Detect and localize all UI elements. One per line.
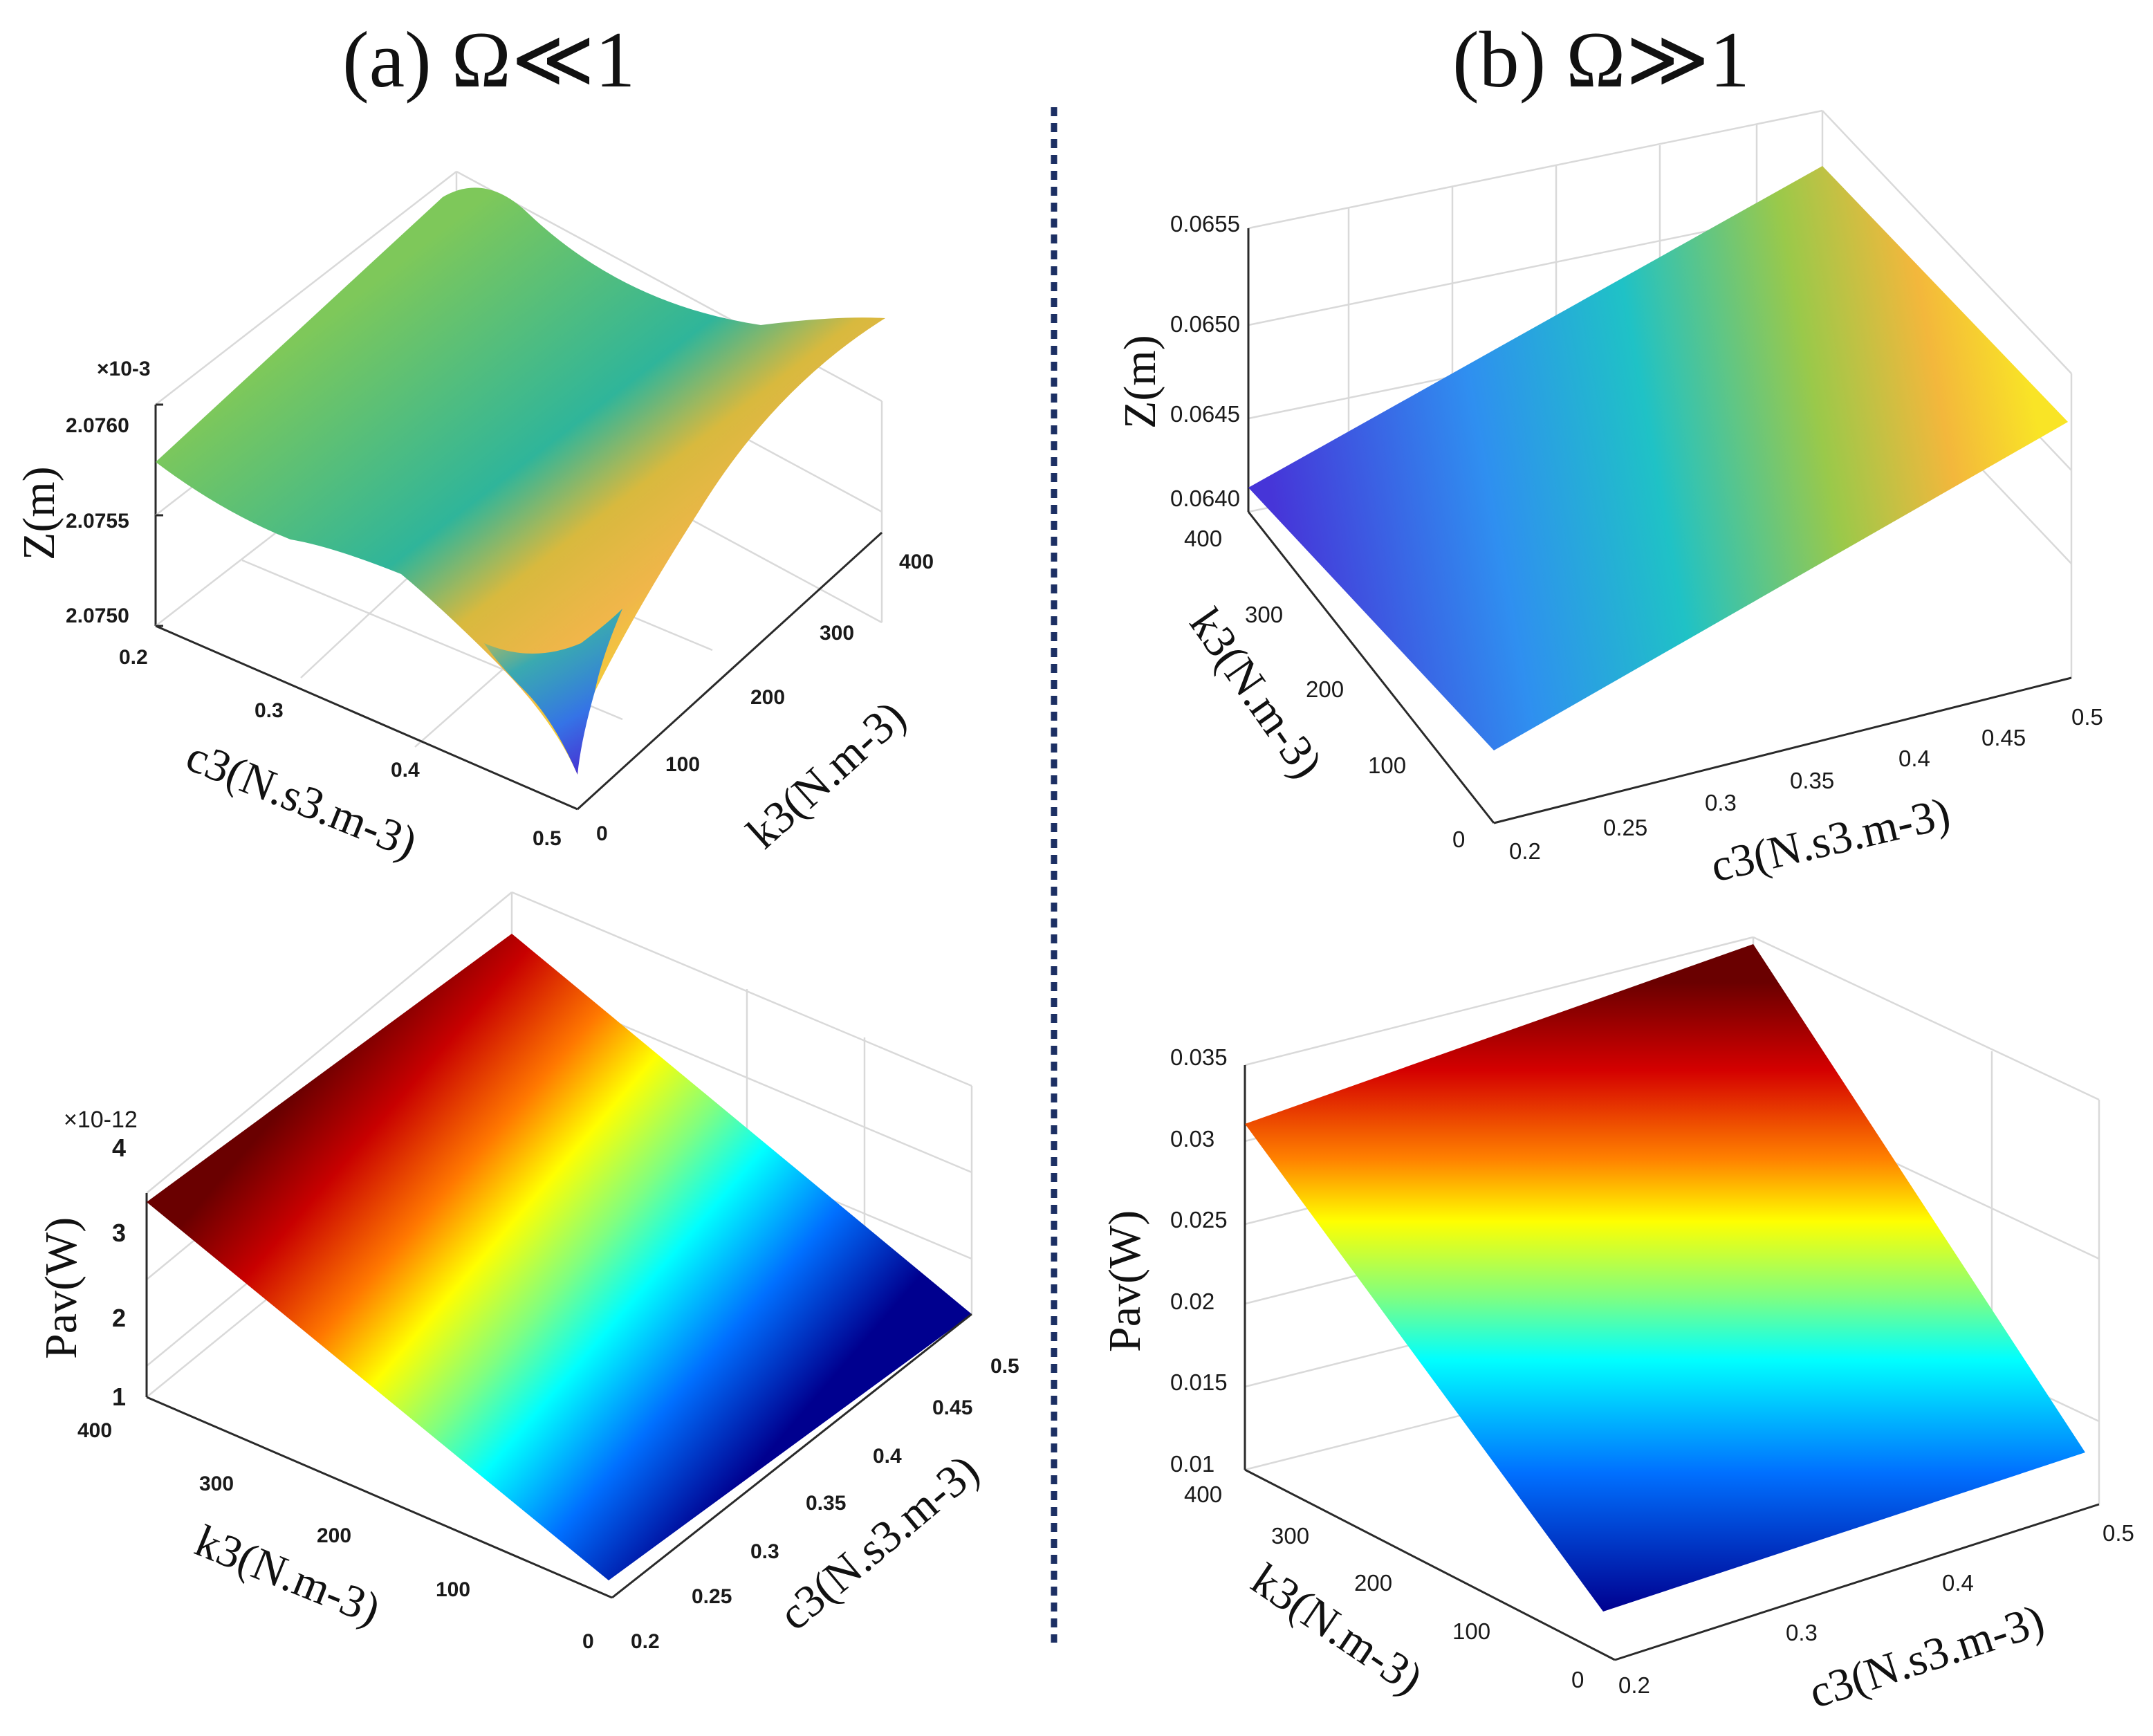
- a-bot-xtick-2: 0.3: [750, 1540, 779, 1563]
- chart-b-bottom: 0.01 0.015 0.02 0.025 0.03 0.035 400 300…: [1100, 936, 2134, 1718]
- a-top-xtick-3: 0.5: [533, 827, 562, 850]
- a-top-xlabel: c3(N.s3.m-3): [179, 730, 424, 869]
- a-top-ytick-2: 200: [750, 686, 785, 709]
- b-top-xtick-4: 0.4: [1898, 746, 1930, 771]
- b-bot-xtick-3: 0.5: [2103, 1520, 2134, 1546]
- surface-p-a: [147, 934, 972, 1580]
- a-bot-ylabel: k3(N.m-3): [188, 1515, 387, 1635]
- a-top-ylabel: k3(N.m-3): [737, 691, 915, 858]
- b-top-xtick-1: 0.25: [1603, 815, 1647, 840]
- a-top-ztick-1: 2.0755: [66, 510, 129, 533]
- a-bot-xtick-4: 0.4: [873, 1445, 902, 1468]
- b-top-ytick-4: 400: [1184, 526, 1222, 551]
- a-bot-xtick-3: 0.35: [806, 1492, 846, 1515]
- b-bot-zlabel: Pav(W): [1100, 1210, 1150, 1352]
- chart-a-bottom: ×10-12 1 2 3 4 400 300 200 100 0 0.2 0.2…: [36, 891, 1019, 1653]
- surface-p-b: [1245, 944, 2085, 1612]
- a-bot-ytick-1: 100: [436, 1578, 470, 1601]
- b-bot-ytick-0: 0: [1571, 1667, 1584, 1692]
- surface-z-a: [156, 187, 885, 775]
- a-bot-ztick-3: 4: [112, 1134, 126, 1162]
- b-bot-xtick-1: 0.3: [1786, 1620, 1818, 1645]
- a-bot-ytick-3: 300: [199, 1472, 234, 1495]
- a-top-zlabel: Z(m): [14, 466, 64, 560]
- b-top-xtick-3: 0.35: [1790, 768, 1834, 793]
- a-top-xtick-1: 0.3: [255, 699, 284, 722]
- b-top-xtick-6: 0.5: [2071, 704, 2103, 730]
- a-bot-xlabel: c3(N.s3.m-3): [770, 1445, 989, 1640]
- panel-b-title: (b) Ω≫1: [1452, 16, 1750, 104]
- chart-b-top: 0.0640 0.0645 0.0650 0.0655 400 300 200 …: [1115, 109, 2103, 892]
- surface-z-a-dip: [484, 609, 622, 775]
- a-bot-exp: ×10-12: [64, 1107, 138, 1133]
- b-bot-ytick-3: 300: [1271, 1523, 1309, 1549]
- b-top-ytick-0: 0: [1452, 827, 1465, 852]
- b-top-ztick-1: 0.0645: [1170, 401, 1240, 427]
- a-bot-xtick-1: 0.25: [692, 1585, 732, 1608]
- b-top-ytick-3: 300: [1245, 602, 1283, 627]
- a-bot-ztick-2: 3: [112, 1219, 126, 1247]
- b-bot-ylabel: k3(N.m-3): [1243, 1554, 1432, 1704]
- b-bot-ztick-0: 0.01: [1170, 1451, 1214, 1477]
- a-top-ytick-4: 400: [899, 551, 934, 573]
- a-bot-ytick-4: 400: [77, 1419, 112, 1442]
- a-bot-xtick-0: 0.2: [631, 1630, 660, 1653]
- b-bot-ztick-4: 0.03: [1170, 1126, 1214, 1152]
- a-bot-zlabel: Pav(W): [36, 1217, 86, 1359]
- b-bot-ztick-5: 0.035: [1170, 1044, 1228, 1070]
- a-top-ytick-1: 100: [665, 753, 700, 776]
- a-bot-xtick-6: 0.5: [990, 1355, 1019, 1378]
- chart-a-top: ×10-3 2.0750 2.0755 2.0760 0.2 0.3 0.4 0…: [14, 170, 934, 869]
- b-top-xlabel: c3(N.s3.m-3): [1706, 788, 1955, 892]
- b-bot-ytick-4: 400: [1184, 1481, 1222, 1507]
- a-top-ytick-0: 0: [596, 822, 608, 845]
- a-bot-ytick-0: 0: [582, 1630, 594, 1653]
- b-bot-xtick-2: 0.4: [1942, 1570, 1974, 1596]
- b-top-xtick-0: 0.2: [1509, 838, 1541, 864]
- a-top-xtick-0: 0.2: [119, 646, 148, 669]
- a-top-ytick-3: 300: [820, 622, 854, 645]
- surface-z-b: [1248, 166, 2068, 750]
- b-bot-xlabel: c3(N.s3.m-3): [1803, 1595, 2050, 1718]
- a-bot-xtick-5: 0.45: [932, 1396, 972, 1419]
- a-bot-ytick-2: 200: [317, 1524, 351, 1547]
- b-top-ztick-0: 0.0640: [1170, 486, 1240, 511]
- b-bot-ytick-1: 100: [1452, 1618, 1490, 1644]
- b-bot-ztick-1: 0.015: [1170, 1369, 1228, 1395]
- b-top-ztick-3: 0.0655: [1170, 211, 1240, 237]
- b-bot-ytick-2: 200: [1354, 1570, 1392, 1596]
- b-top-ztick-2: 0.0650: [1170, 311, 1240, 337]
- b-top-xtick-2: 0.3: [1705, 790, 1737, 815]
- a-top-xtick-2: 0.4: [391, 759, 420, 782]
- a-top-ztick-2: 2.0760: [66, 414, 129, 437]
- b-bot-ztick-3: 0.025: [1170, 1207, 1228, 1232]
- b-bot-xtick-0: 0.2: [1618, 1672, 1650, 1698]
- a-bot-ztick-0: 1: [112, 1383, 126, 1411]
- b-top-zlabel: Z(m): [1115, 335, 1165, 429]
- panel-a-title: (a) Ω≪1: [342, 16, 635, 104]
- a-top-ztick-0: 2.0750: [66, 604, 129, 627]
- b-bot-ztick-2: 0.02: [1170, 1289, 1214, 1314]
- a-bot-ztick-1: 2: [112, 1304, 126, 1332]
- b-top-ytick-2: 200: [1306, 676, 1344, 702]
- a-top-exp: ×10-3: [97, 358, 151, 380]
- b-top-ytick-1: 100: [1368, 752, 1406, 778]
- b-top-xtick-5: 0.45: [1981, 725, 2026, 750]
